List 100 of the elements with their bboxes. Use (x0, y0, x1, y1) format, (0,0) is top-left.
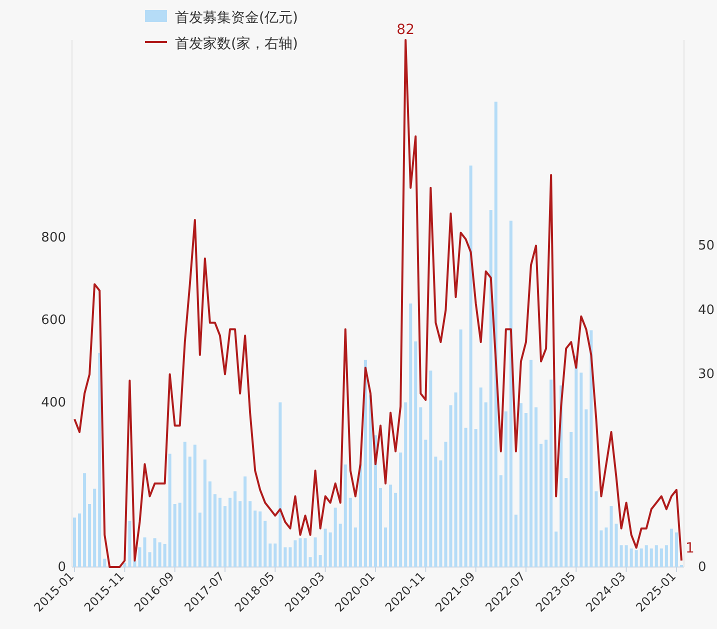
bar (650, 548, 653, 567)
bar (624, 545, 628, 567)
bar (439, 460, 442, 567)
bar (324, 528, 327, 567)
bar (620, 545, 623, 567)
bar (610, 506, 613, 567)
bar (314, 537, 317, 567)
bar (664, 545, 668, 567)
bar (534, 407, 538, 567)
bar (348, 498, 352, 567)
bar (354, 527, 357, 567)
bar (234, 491, 237, 567)
bar (238, 501, 242, 567)
bar (434, 456, 438, 567)
bar (173, 504, 176, 567)
legend-label: 首发家数(家，右轴) (175, 36, 298, 52)
bar (584, 409, 588, 567)
bar (168, 454, 172, 567)
legend-label: 首发募集资金(亿元) (175, 10, 298, 26)
bar (494, 102, 498, 567)
bar (409, 304, 412, 567)
bar (264, 520, 267, 567)
bar (630, 548, 633, 567)
bar (133, 560, 136, 567)
bar (308, 557, 312, 567)
bar (148, 552, 152, 567)
bar (570, 432, 573, 567)
bar (580, 372, 583, 567)
bar (670, 528, 673, 567)
bar (384, 527, 388, 567)
bar (163, 544, 166, 567)
bar (459, 329, 462, 567)
bar (509, 220, 512, 567)
bar (244, 476, 247, 567)
bar (178, 502, 182, 567)
bar (88, 504, 92, 567)
bar (504, 411, 508, 567)
bar (600, 530, 603, 567)
bar (594, 491, 598, 567)
bar (218, 498, 222, 567)
bar (634, 550, 638, 567)
bar (183, 442, 186, 567)
bar (103, 558, 106, 567)
bar (654, 545, 658, 567)
bar (288, 547, 292, 567)
y-tick-label: 600 (41, 312, 66, 328)
bar (223, 506, 227, 567)
bar (128, 520, 132, 567)
bar (554, 532, 558, 567)
bar (304, 538, 307, 567)
y-tick-label: 400 (41, 395, 66, 410)
bar (464, 428, 468, 567)
bar (544, 440, 548, 567)
bar (278, 402, 282, 567)
bar (404, 402, 408, 567)
bar (143, 537, 146, 567)
bar (564, 478, 568, 567)
bar (394, 492, 398, 567)
bar (550, 380, 553, 567)
bar (254, 510, 257, 567)
bar (228, 498, 232, 567)
bar (479, 387, 482, 567)
bar (78, 513, 82, 567)
bar (93, 488, 96, 567)
y2-tick-label: 30 (698, 367, 715, 382)
bar (73, 518, 76, 567)
bar (469, 166, 472, 567)
data-label: 1 (685, 540, 694, 557)
bar (614, 524, 618, 567)
bar (334, 508, 337, 567)
bar (540, 444, 543, 567)
bar (644, 545, 648, 567)
bar (660, 548, 663, 567)
bar (514, 514, 518, 567)
bar (198, 512, 202, 567)
bar (344, 464, 347, 567)
bar (284, 547, 287, 567)
bar (208, 481, 212, 567)
y2-tick-label: 50 (698, 238, 715, 254)
bar (379, 488, 382, 567)
bar (499, 475, 502, 567)
bar (83, 473, 86, 567)
bar (429, 370, 432, 567)
bar (484, 402, 488, 567)
bar (444, 442, 448, 567)
bar (524, 413, 528, 567)
bar (268, 544, 272, 567)
bar (519, 403, 522, 567)
bar (474, 429, 478, 567)
bar (328, 532, 332, 567)
bar (358, 464, 362, 567)
bar (338, 524, 342, 567)
bar (213, 494, 216, 567)
bar (449, 405, 452, 567)
y-tick-label: 800 (41, 230, 66, 246)
bar (294, 540, 297, 567)
bar (274, 544, 277, 567)
bar (674, 532, 678, 567)
bar (138, 547, 142, 567)
y2-tick-label: 0 (698, 560, 706, 575)
